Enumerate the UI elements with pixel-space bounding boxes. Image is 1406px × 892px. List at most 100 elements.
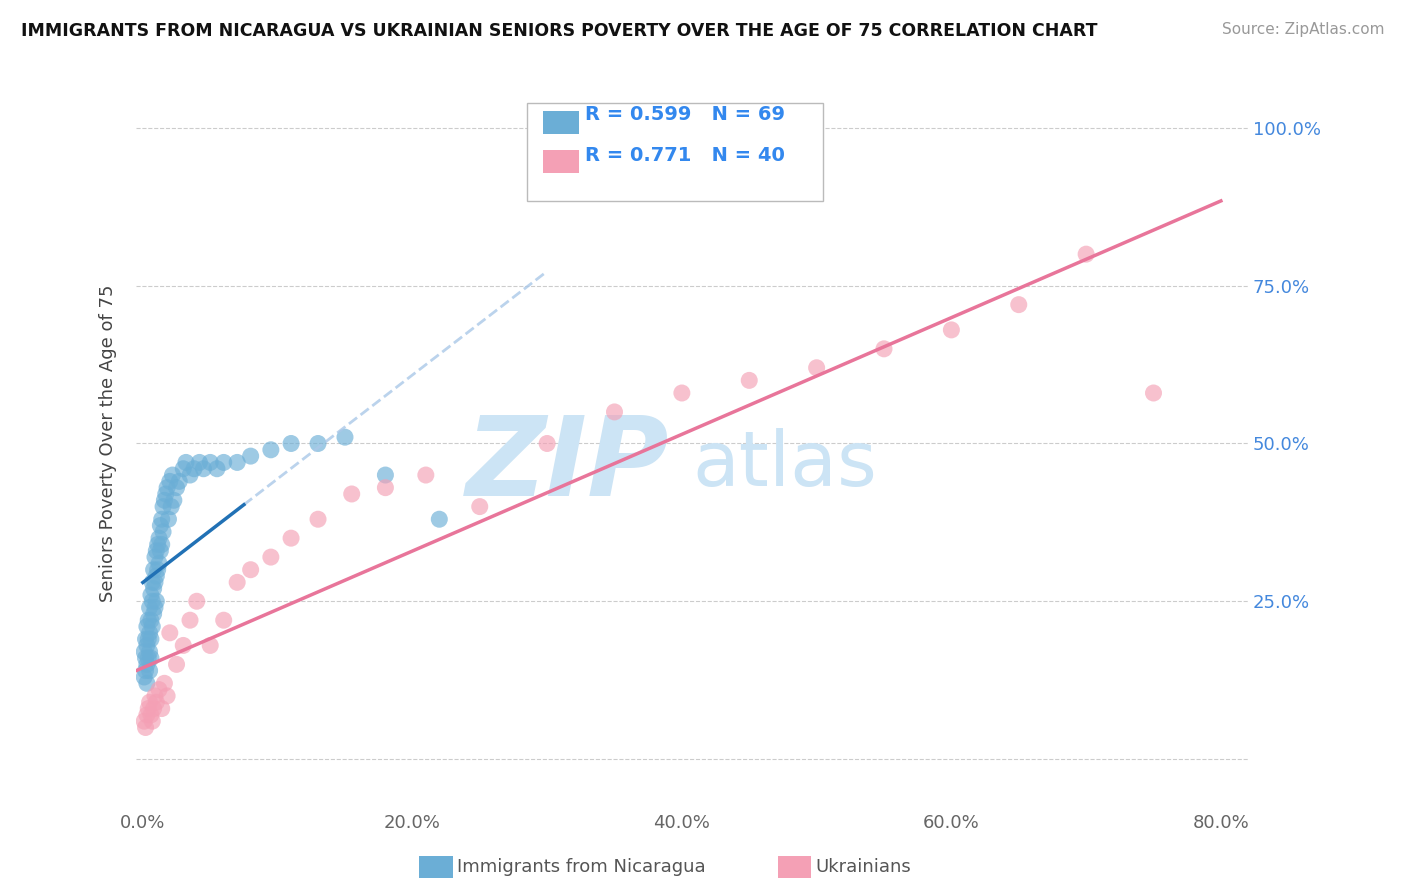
- Text: atlas: atlas: [692, 428, 877, 502]
- Point: [145, 695, 167, 709]
- Point: [162, 468, 184, 483]
- Text: ZIP: ZIP: [467, 412, 669, 519]
- Point: [226, 575, 249, 590]
- Point: [135, 632, 157, 647]
- Text: R = 0.771   N = 40: R = 0.771 N = 40: [585, 145, 785, 164]
- Point: [738, 373, 761, 387]
- Point: [138, 625, 160, 640]
- Point: [135, 721, 157, 735]
- Point: [150, 701, 173, 715]
- Point: [941, 323, 963, 337]
- Point: [134, 714, 156, 729]
- Y-axis label: Seniors Poverty Over the Age of 75: Seniors Poverty Over the Age of 75: [100, 285, 117, 602]
- Point: [340, 487, 363, 501]
- Point: [143, 689, 166, 703]
- Point: [136, 651, 159, 665]
- Point: [149, 543, 172, 558]
- Point: [167, 475, 190, 489]
- Point: [183, 461, 205, 475]
- Point: [146, 563, 169, 577]
- Point: [166, 657, 188, 672]
- Point: [142, 563, 165, 577]
- Point: [142, 607, 165, 621]
- Point: [143, 600, 166, 615]
- Point: [1008, 298, 1031, 312]
- Point: [136, 632, 159, 647]
- Point: [136, 701, 159, 715]
- Point: [135, 664, 157, 678]
- Point: [166, 481, 188, 495]
- Point: [159, 475, 181, 489]
- Point: [333, 430, 356, 444]
- Text: Immigrants from Nicaragua: Immigrants from Nicaragua: [457, 858, 706, 876]
- Point: [179, 613, 201, 627]
- Point: [153, 676, 176, 690]
- Point: [138, 664, 160, 678]
- Text: IMMIGRANTS FROM NICARAGUA VS UKRAINIAN SENIORS POVERTY OVER THE AGE OF 75 CORREL: IMMIGRANTS FROM NICARAGUA VS UKRAINIAN S…: [21, 22, 1098, 40]
- Point: [138, 600, 160, 615]
- Point: [139, 632, 162, 647]
- Point: [139, 651, 162, 665]
- Point: [415, 468, 437, 483]
- Text: Ukrainians: Ukrainians: [815, 858, 911, 876]
- Point: [152, 500, 174, 514]
- Point: [307, 436, 329, 450]
- Point: [135, 707, 157, 722]
- Point: [141, 714, 163, 729]
- Point: [141, 575, 163, 590]
- Point: [135, 676, 157, 690]
- Point: [148, 557, 170, 571]
- Point: [205, 461, 228, 475]
- Point: [260, 442, 283, 457]
- Point: [150, 537, 173, 551]
- Point: [149, 518, 172, 533]
- Point: [159, 625, 181, 640]
- Point: [172, 639, 194, 653]
- Point: [226, 455, 249, 469]
- Point: [174, 455, 197, 469]
- Point: [145, 594, 167, 608]
- Point: [146, 537, 169, 551]
- Point: [134, 645, 156, 659]
- Point: [156, 689, 179, 703]
- Point: [671, 386, 693, 401]
- Point: [145, 543, 167, 558]
- Point: [139, 707, 162, 722]
- Point: [239, 449, 262, 463]
- Point: [141, 619, 163, 633]
- Point: [135, 651, 157, 665]
- Point: [163, 493, 186, 508]
- Point: [179, 468, 201, 483]
- Point: [374, 468, 396, 483]
- Point: [873, 342, 896, 356]
- Point: [1142, 386, 1164, 401]
- Point: [138, 645, 160, 659]
- Point: [200, 455, 222, 469]
- Point: [148, 682, 170, 697]
- Point: [135, 657, 157, 672]
- Point: [193, 461, 215, 475]
- Point: [280, 436, 302, 450]
- Point: [135, 619, 157, 633]
- Point: [172, 461, 194, 475]
- Point: [374, 481, 396, 495]
- Point: [143, 550, 166, 565]
- Point: [139, 588, 162, 602]
- Point: [212, 613, 235, 627]
- Point: [145, 569, 167, 583]
- Point: [427, 512, 450, 526]
- Point: [135, 639, 157, 653]
- Point: [139, 613, 162, 627]
- Point: [134, 670, 156, 684]
- Point: [280, 531, 302, 545]
- Point: [188, 455, 211, 469]
- Point: [156, 481, 179, 495]
- Text: R = 0.599   N = 69: R = 0.599 N = 69: [585, 105, 785, 124]
- Point: [136, 613, 159, 627]
- Point: [138, 695, 160, 709]
- Point: [468, 500, 491, 514]
- Point: [186, 594, 208, 608]
- Point: [806, 360, 828, 375]
- Point: [153, 493, 176, 508]
- Point: [157, 512, 180, 526]
